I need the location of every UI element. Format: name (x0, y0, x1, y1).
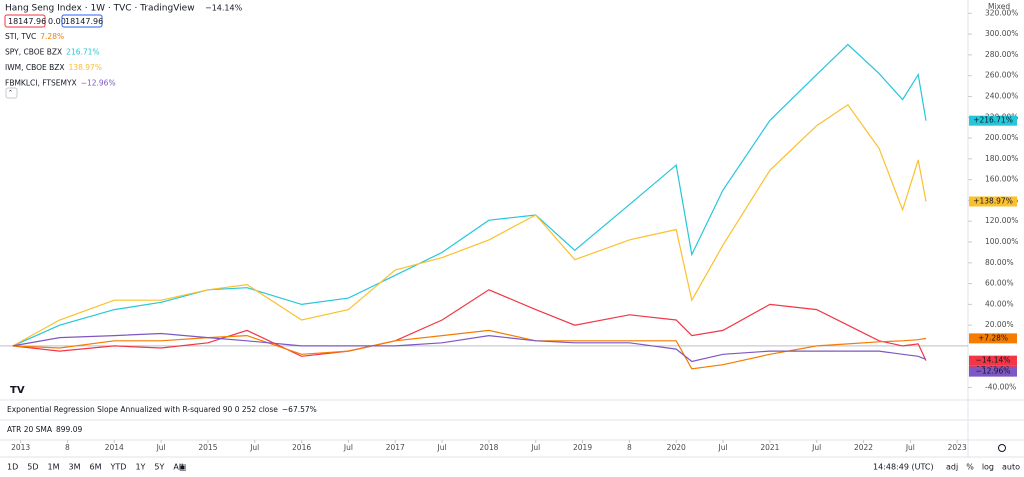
range-button[interactable]: 1Y (135, 463, 145, 472)
legend-name[interactable]: IWM, CBOE BZX (5, 63, 65, 72)
x-tick-label: 2023 (948, 443, 967, 452)
x-tick-label: 2013 (11, 443, 30, 452)
series-line (12, 332, 927, 363)
range-button[interactable]: 5D (27, 463, 38, 472)
x-tick-label: Jul (811, 443, 821, 452)
series-line (12, 329, 927, 370)
y-tick-label: -40.00% (985, 383, 1016, 392)
x-tick-label: 2018 (479, 443, 498, 452)
clock: 14:48:49 (UTC) (873, 463, 934, 472)
y-tick-label: 300.00% (985, 29, 1018, 38)
y-tick-label: 320.00% (985, 8, 1018, 17)
range-button[interactable]: 1D (7, 463, 18, 472)
indicator-name: ATR 20 SMA (7, 425, 53, 434)
x-tick-label: 2022 (854, 443, 873, 452)
last-value-label: +216.71% (973, 116, 1013, 125)
x-tick-label: Jul (249, 443, 259, 452)
y-tick-label: 200.00% (985, 133, 1018, 142)
legend-value: 7.28% (40, 32, 64, 41)
range-button[interactable]: 6M (90, 463, 102, 472)
y-tick-label: 40.00% (985, 299, 1014, 308)
y-tick-label: 280.00% (985, 50, 1018, 59)
y-tick-label: 100.00% (985, 237, 1018, 246)
tv-logo: TV (10, 385, 25, 396)
last-value-box (969, 196, 1017, 207)
price-box (61, 14, 103, 28)
y-tick-label: 120.00% (985, 216, 1018, 225)
last-value-box (969, 115, 1017, 126)
x-tick-label: Jul (530, 443, 540, 452)
legend-value: −12.96% (81, 79, 116, 88)
y-tick-label: 180.00% (985, 154, 1018, 163)
range-button[interactable]: 1M (48, 463, 60, 472)
scale-mode[interactable]: Mixed (988, 2, 1010, 11)
x-tick-label: 2016 (292, 443, 311, 452)
y-tick-label: 240.00% (985, 91, 1018, 100)
y-tick-label: 60.00% (985, 279, 1014, 288)
last-value-box (969, 366, 1017, 377)
legend-name[interactable]: FBMKLCI, FTSEMYX (5, 79, 77, 88)
range-button[interactable]: All (173, 463, 183, 472)
last-value-box (969, 333, 1017, 344)
date-range-icon[interactable]: ▣ (179, 463, 187, 472)
legend-entry: STI, TVC 7.28% (5, 32, 64, 41)
price-value: 0.00 (48, 17, 66, 26)
x-tick-label: 2019 (573, 443, 592, 452)
last-value-label: −12.96% (976, 367, 1011, 376)
price-box (4, 14, 46, 28)
last-value-box (969, 355, 1017, 366)
indicator-value: −67.57% (282, 405, 317, 414)
x-tick-label: 2017 (386, 443, 405, 452)
scale-option[interactable]: adj (946, 463, 958, 472)
y-tick-label: 260.00% (985, 71, 1018, 80)
last-value-label: +138.97% (973, 196, 1013, 205)
indicator-value: 899.09 (56, 425, 82, 434)
indicator-name: Exponential Regression Slope Annualized … (7, 405, 278, 414)
y-tick-label: 20.00% (985, 320, 1014, 329)
range-button[interactable]: 5Y (154, 463, 164, 472)
scale-option[interactable]: % (966, 463, 974, 472)
x-tick-label: 2015 (198, 443, 217, 452)
x-tick-label: 2021 (760, 443, 779, 452)
x-tick-label: Jul (905, 443, 915, 452)
x-tick-label: Jul (343, 443, 353, 452)
legend-value: 138.97% (69, 63, 102, 72)
x-tick-label: 8 (65, 443, 70, 452)
settings-icon[interactable] (998, 444, 1006, 452)
series-line (12, 289, 927, 361)
x-tick-label: Jul (437, 443, 447, 452)
y-tick-label: 160.00% (985, 175, 1018, 184)
x-tick-label: Jul (718, 443, 728, 452)
legend-entry: IWM, CBOE BZX 138.97% (5, 63, 102, 72)
legend-name[interactable]: SPY, CBOE BZX (5, 48, 62, 57)
price-value: 18147.96 (65, 17, 103, 26)
x-tick-label: 2014 (105, 443, 124, 452)
legend-entry: FBMKLCI, FTSEMYX −12.96% (5, 79, 116, 88)
chart-title: Hang Seng Index · 1W · TVC · TradingView (5, 4, 195, 14)
x-tick-label: 8 (627, 443, 632, 452)
range-button[interactable]: 3M (69, 463, 81, 472)
legend-name[interactable]: STI, TVC (5, 32, 36, 41)
scale-option[interactable]: auto (1002, 463, 1020, 472)
collapse-button[interactable] (5, 87, 18, 99)
last-value-label: −14.14% (976, 356, 1011, 365)
scale-option[interactable]: log (982, 463, 994, 472)
legend-value: 216.71% (66, 48, 99, 57)
collapse-arrow[interactable]: ⌃ (8, 90, 13, 97)
price-value: 18147.96 (8, 17, 46, 26)
range-button[interactable]: YTD (110, 463, 127, 472)
header-change: −14.14% (205, 4, 243, 13)
x-tick-label: Jul (156, 443, 166, 452)
x-tick-label: 2020 (667, 443, 686, 452)
legend-entry: SPY, CBOE BZX 216.71% (5, 48, 100, 57)
series-line (12, 103, 927, 347)
last-value-label: +7.28% (978, 333, 1008, 342)
y-tick-label: 80.00% (985, 258, 1014, 267)
